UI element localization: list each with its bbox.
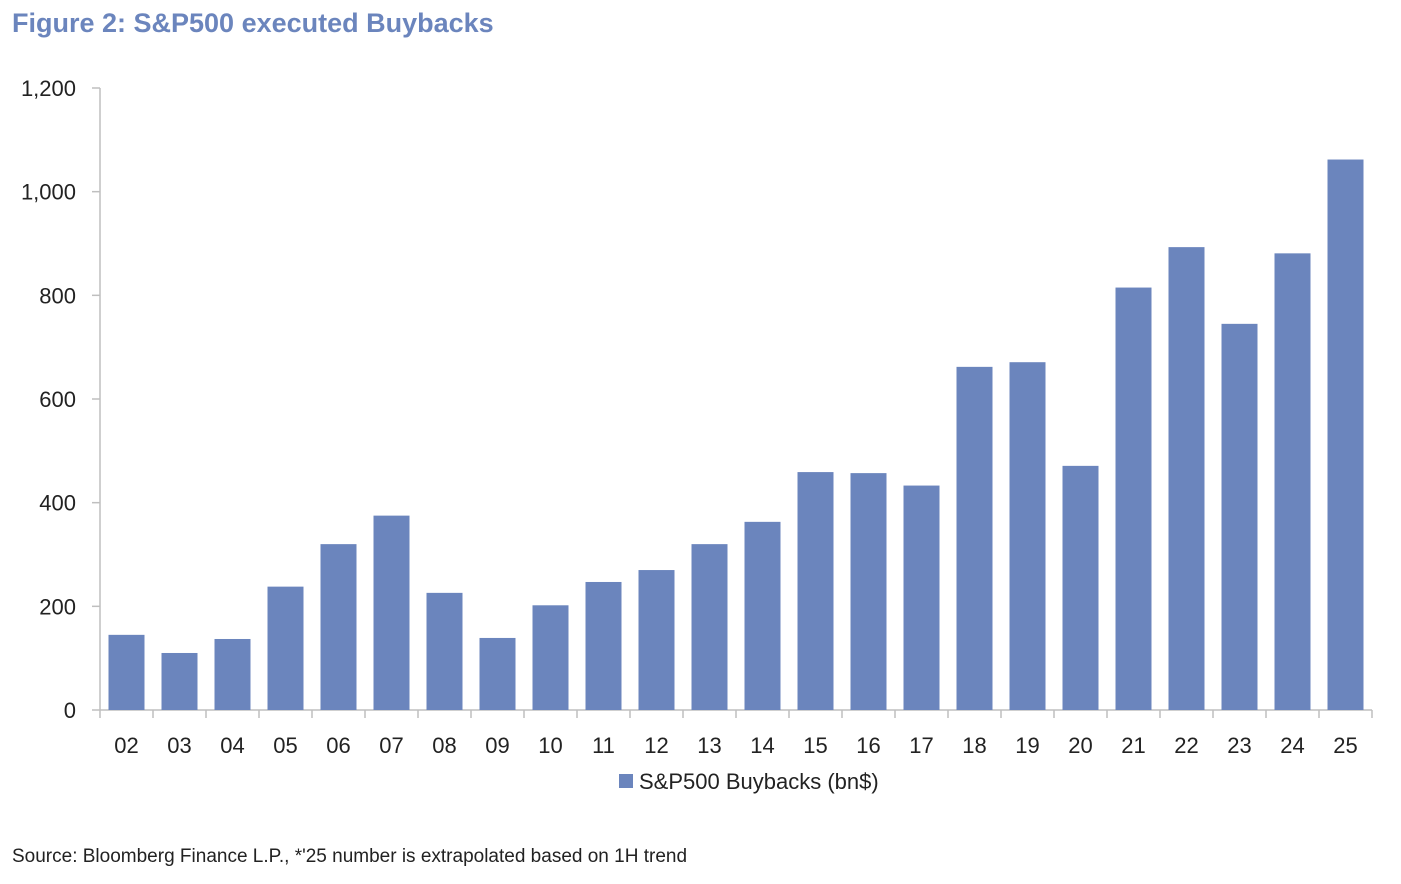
x-tick-label: 11 xyxy=(592,733,615,758)
bar-09 xyxy=(479,637,516,710)
x-tick-label: 13 xyxy=(697,733,721,758)
bar-22 xyxy=(1168,247,1205,710)
x-tick-label: 05 xyxy=(273,733,297,758)
source-note: Source: Bloomberg Finance L.P., *'25 num… xyxy=(12,846,688,867)
bar-02 xyxy=(108,634,145,710)
bar-13 xyxy=(691,544,728,710)
bar-19 xyxy=(1009,362,1046,710)
bar-05 xyxy=(267,586,304,710)
x-tick-label: 04 xyxy=(220,733,244,758)
bar-07 xyxy=(373,515,410,710)
figure-title: Figure 2: S&P500 executed Buybacks xyxy=(12,8,494,38)
bar-17 xyxy=(903,485,940,710)
x-tick-label: 07 xyxy=(379,733,403,758)
x-tick-label: 12 xyxy=(644,733,668,758)
x-tick-label: 10 xyxy=(538,733,562,758)
bar-23 xyxy=(1221,323,1258,710)
y-tick-label: 400 xyxy=(39,491,76,516)
legend-label: S&P500 Buybacks (bn$) xyxy=(639,769,879,794)
bars xyxy=(108,159,1364,710)
legend: S&P500 Buybacks (bn$) xyxy=(619,769,879,794)
bar-11 xyxy=(585,581,622,710)
x-tick-label: 02 xyxy=(114,733,138,758)
y-tick-label: 1,200 xyxy=(21,76,76,101)
x-tick-label: 15 xyxy=(803,733,827,758)
x-tick-label: 08 xyxy=(432,733,456,758)
x-tick-label: 20 xyxy=(1068,733,1092,758)
y-tick-label: 0 xyxy=(64,698,76,723)
legend-swatch xyxy=(619,774,633,788)
y-axis: 0 200 400 600 800 1,000 1,200 xyxy=(21,76,101,723)
x-tick-label: 09 xyxy=(485,733,509,758)
bar-14 xyxy=(744,521,781,710)
y-tick-label: 600 xyxy=(39,387,76,412)
bar-12 xyxy=(638,570,675,710)
x-tick-label: 14 xyxy=(750,733,774,758)
x-tick-label: 03 xyxy=(167,733,191,758)
y-tick-label: 1,000 xyxy=(21,180,76,205)
x-tick-label: 21 xyxy=(1121,733,1145,758)
bar-15 xyxy=(797,472,834,710)
bar-18 xyxy=(956,366,993,710)
x-axis: 02 03 04 05 06 07 08 09 10 11 12 13 14 15 16 17 18 19 20 21… xyxy=(99,709,1373,758)
bar-21 xyxy=(1115,287,1152,710)
y-tick-label: 800 xyxy=(39,283,76,308)
x-tick-label: 22 xyxy=(1174,733,1198,758)
x-tick-label: 24 xyxy=(1280,733,1304,758)
bar-20 xyxy=(1062,465,1099,710)
x-tick-label: 18 xyxy=(962,733,986,758)
x-tick-label: 19 xyxy=(1015,733,1039,758)
bar-08 xyxy=(426,592,463,710)
bar-04 xyxy=(214,638,251,710)
x-tick-label: 25 xyxy=(1333,733,1357,758)
bar-10 xyxy=(532,605,569,710)
x-tick-label: 06 xyxy=(326,733,350,758)
x-tick-label: 16 xyxy=(856,733,880,758)
x-tick-label: 23 xyxy=(1227,733,1251,758)
bar-06 xyxy=(320,544,357,710)
y-tick-label: 200 xyxy=(39,594,76,619)
bar-24 xyxy=(1274,253,1311,710)
x-tick-label: 17 xyxy=(909,733,933,758)
bar-03 xyxy=(161,652,198,710)
bar-25 xyxy=(1327,159,1364,710)
bar-16 xyxy=(850,473,887,710)
